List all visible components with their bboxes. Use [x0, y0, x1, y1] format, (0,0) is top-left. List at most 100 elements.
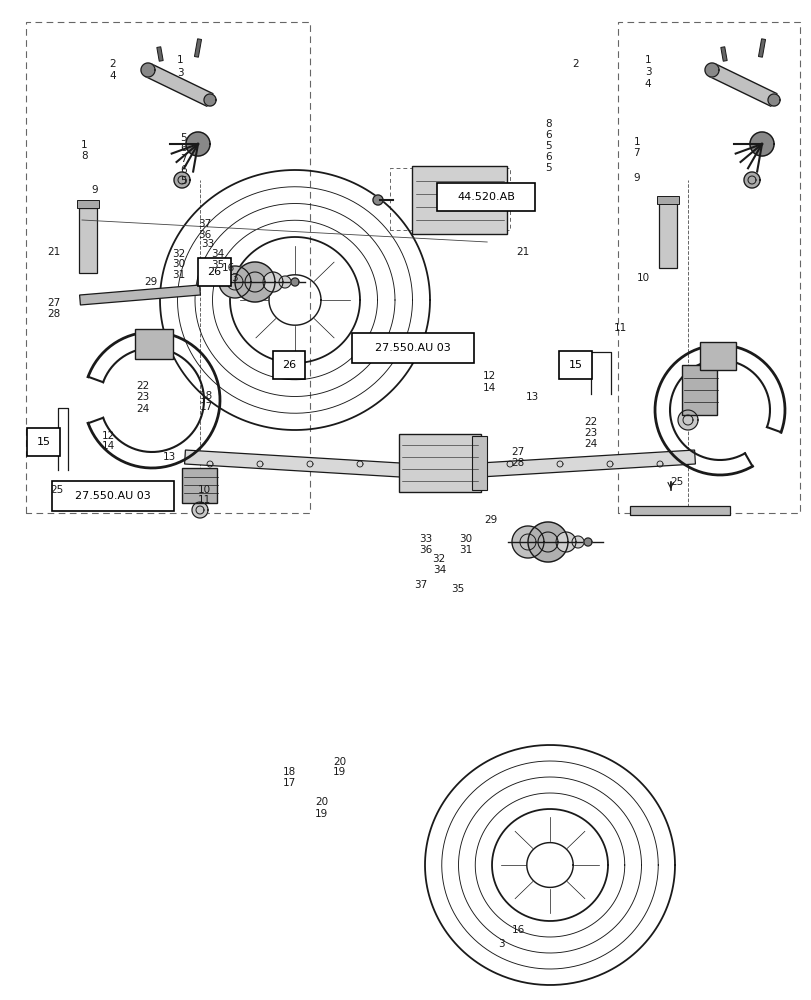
Text: 17: 17	[200, 402, 212, 412]
Text: 6: 6	[545, 152, 551, 162]
Text: 20: 20	[315, 797, 328, 807]
Text: 1: 1	[633, 137, 639, 147]
Text: 37: 37	[414, 580, 427, 590]
Polygon shape	[743, 172, 759, 188]
Text: 25: 25	[670, 477, 683, 487]
Polygon shape	[174, 172, 190, 188]
Polygon shape	[512, 526, 543, 558]
Text: 7: 7	[180, 154, 187, 164]
FancyBboxPatch shape	[198, 258, 230, 286]
Text: 16: 16	[511, 925, 524, 935]
Polygon shape	[682, 365, 717, 415]
Text: 4: 4	[644, 79, 650, 89]
Text: 34: 34	[433, 565, 446, 575]
FancyBboxPatch shape	[352, 333, 474, 363]
Text: 27.550.AU 03: 27.550.AU 03	[375, 343, 451, 353]
Polygon shape	[186, 132, 210, 156]
Polygon shape	[571, 536, 583, 548]
Text: 1: 1	[81, 140, 88, 150]
Text: 12: 12	[102, 431, 115, 441]
Text: 10: 10	[636, 273, 649, 283]
Polygon shape	[704, 63, 718, 77]
Text: 12: 12	[482, 371, 495, 381]
Text: 3: 3	[498, 939, 504, 949]
Text: 36: 36	[418, 545, 431, 555]
Polygon shape	[699, 342, 735, 370]
Polygon shape	[757, 39, 765, 57]
Text: 10: 10	[198, 485, 211, 495]
Polygon shape	[191, 502, 208, 518]
Text: 24: 24	[136, 404, 149, 414]
Text: 14: 14	[102, 441, 115, 451]
Polygon shape	[290, 278, 298, 286]
Polygon shape	[204, 94, 216, 106]
Polygon shape	[629, 506, 729, 514]
Text: 33: 33	[418, 534, 431, 544]
Text: 31: 31	[459, 545, 472, 555]
Text: 3: 3	[644, 67, 650, 77]
Text: 26: 26	[207, 267, 221, 277]
Text: 19: 19	[333, 767, 345, 777]
Polygon shape	[79, 285, 200, 305]
FancyBboxPatch shape	[272, 351, 305, 379]
Polygon shape	[279, 276, 290, 288]
Text: 6: 6	[545, 130, 551, 140]
Text: 19: 19	[315, 809, 328, 819]
Text: 5: 5	[180, 133, 187, 143]
Text: 9: 9	[633, 173, 639, 183]
Polygon shape	[398, 434, 480, 492]
Text: 9: 9	[92, 185, 98, 195]
Text: 26: 26	[281, 360, 296, 370]
Polygon shape	[656, 196, 678, 204]
Text: 2: 2	[109, 59, 116, 69]
Text: 35: 35	[450, 584, 463, 594]
Polygon shape	[234, 262, 275, 302]
Text: 18: 18	[200, 391, 212, 401]
Polygon shape	[479, 450, 694, 477]
Text: 29: 29	[483, 515, 496, 525]
Polygon shape	[79, 208, 97, 272]
Polygon shape	[720, 47, 727, 61]
Text: 34: 34	[211, 249, 224, 259]
Text: 20: 20	[333, 757, 345, 767]
Text: 31: 31	[172, 270, 185, 280]
Text: 29: 29	[144, 277, 157, 287]
Polygon shape	[677, 410, 697, 430]
Text: 33: 33	[201, 239, 214, 249]
Text: 27.550.AU 03: 27.550.AU 03	[75, 491, 151, 501]
Polygon shape	[219, 266, 251, 298]
Text: 25: 25	[50, 485, 63, 495]
Text: 5: 5	[545, 141, 551, 151]
Text: 2: 2	[572, 59, 578, 69]
FancyBboxPatch shape	[559, 351, 591, 379]
Text: 27: 27	[511, 447, 524, 457]
Text: 8: 8	[81, 151, 88, 161]
Text: 8: 8	[545, 119, 551, 129]
Text: 22: 22	[136, 381, 149, 391]
Polygon shape	[77, 200, 99, 208]
Text: 5: 5	[180, 176, 187, 186]
Text: 35: 35	[211, 260, 224, 270]
Polygon shape	[194, 39, 201, 57]
Text: 21: 21	[516, 247, 529, 257]
Text: 23: 23	[584, 428, 597, 438]
Polygon shape	[767, 94, 779, 106]
Text: 13: 13	[162, 452, 175, 462]
Text: 24: 24	[584, 439, 597, 449]
Text: 11: 11	[198, 495, 211, 505]
Text: 17: 17	[282, 778, 295, 788]
Text: 21: 21	[47, 247, 60, 257]
Text: 32: 32	[172, 249, 185, 259]
Polygon shape	[472, 436, 487, 490]
Text: 1: 1	[644, 55, 650, 65]
Polygon shape	[157, 47, 163, 61]
Text: 15: 15	[568, 360, 582, 370]
Polygon shape	[708, 64, 776, 106]
Polygon shape	[583, 538, 591, 546]
Text: 7: 7	[633, 148, 639, 158]
Text: 37: 37	[198, 219, 211, 229]
Polygon shape	[263, 272, 283, 292]
FancyBboxPatch shape	[437, 183, 534, 211]
Text: 3: 3	[231, 273, 238, 283]
Text: 36: 36	[198, 230, 211, 240]
